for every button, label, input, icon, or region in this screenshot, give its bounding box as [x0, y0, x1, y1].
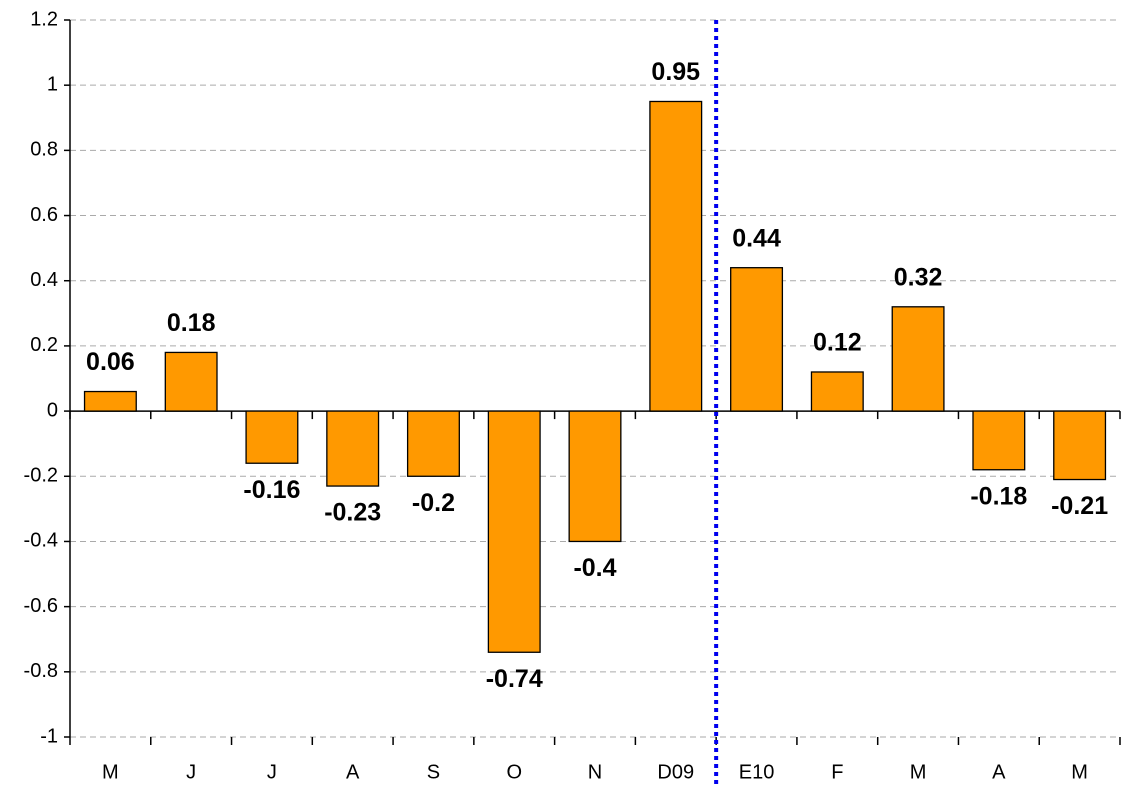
y-tick-label: 0.6: [30, 204, 58, 226]
bar: [730, 267, 784, 412]
x-tick-label: D09: [657, 761, 694, 783]
value-label: -0.21: [1051, 492, 1108, 520]
x-tick-label: F: [831, 761, 843, 783]
value-label: 0.95: [651, 58, 700, 86]
x-tick-label: A: [992, 761, 1006, 783]
bar: [1053, 410, 1107, 481]
x-tick-label: O: [506, 761, 522, 783]
value-label: -0.23: [324, 499, 381, 527]
bar: [487, 410, 541, 653]
x-tick-label: J: [267, 761, 277, 783]
x-tick-label: S: [427, 761, 440, 783]
y-tick-label: -0.8: [24, 660, 58, 682]
y-tick-label: 0.4: [30, 269, 58, 291]
y-tick-label: -0.2: [24, 465, 58, 487]
value-label: -0.16: [243, 476, 300, 504]
x-tick-label: M: [910, 761, 927, 783]
bar: [891, 306, 945, 412]
y-tick-label: 0.8: [30, 139, 58, 161]
value-label: 0.06: [86, 348, 135, 376]
value-label: -0.18: [970, 482, 1027, 510]
value-label: 0.12: [813, 329, 862, 357]
bar: [83, 390, 137, 412]
value-label: 0.32: [894, 263, 943, 291]
x-tick-label: A: [346, 761, 360, 783]
y-tick-label: -0.6: [24, 595, 58, 617]
bar: [568, 410, 622, 543]
bar: [326, 410, 380, 487]
bar: [164, 351, 218, 412]
x-tick-label: N: [588, 761, 602, 783]
bar: [649, 100, 703, 412]
y-tick-label: -0.4: [24, 530, 58, 552]
y-tick-label: 0.2: [30, 334, 58, 356]
y-tick-label: 1.2: [30, 8, 58, 30]
y-tick-label: 1: [47, 73, 58, 95]
bar: [972, 410, 1026, 471]
y-tick-label: -1: [40, 725, 58, 747]
x-tick-label: E10: [739, 761, 775, 783]
value-label: -0.2: [412, 489, 455, 517]
x-tick-label: M: [1071, 761, 1088, 783]
value-label: 0.44: [732, 224, 781, 252]
bar: [810, 371, 864, 412]
x-tick-label: M: [102, 761, 119, 783]
x-tick-label: J: [186, 761, 196, 783]
bar: [245, 410, 299, 464]
y-tick-label: 0: [47, 399, 58, 421]
value-label: 0.18: [167, 309, 216, 337]
value-label: -0.4: [573, 554, 616, 582]
bar: [406, 410, 460, 477]
value-label: -0.74: [486, 665, 543, 693]
